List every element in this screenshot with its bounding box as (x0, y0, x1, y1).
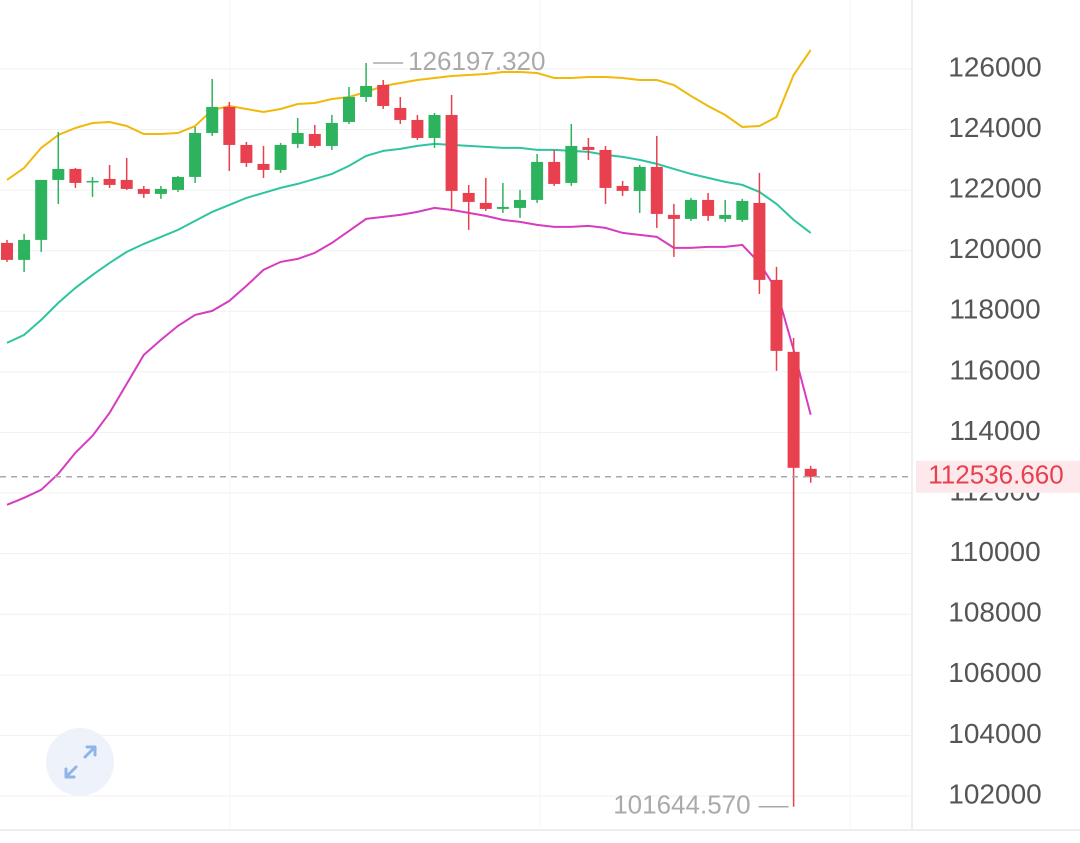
candle-body (223, 106, 236, 145)
candle-body (137, 188, 150, 194)
y-tick-label: 122000 (948, 173, 1041, 204)
candle-body (804, 468, 817, 477)
band-line (6, 206, 812, 506)
candle-body (719, 214, 732, 219)
candle-body (650, 166, 663, 214)
candle-body (616, 185, 629, 191)
candle-body (325, 122, 338, 146)
candle-body (308, 133, 321, 146)
y-tick-label: 110000 (949, 536, 1040, 567)
candle-body (565, 145, 578, 183)
candle-body (667, 214, 680, 219)
candle-body (753, 202, 766, 280)
candle-body (206, 106, 219, 133)
candle-body (702, 199, 715, 216)
candle-body (189, 132, 202, 177)
candle-body (172, 176, 184, 190)
candle-body (599, 149, 612, 188)
candle-body (360, 85, 373, 97)
candle-body (120, 179, 133, 189)
band-line (6, 49, 812, 181)
candle-body (582, 146, 595, 150)
y-tick-label: 102000 (948, 778, 1041, 809)
candle-body (548, 161, 561, 184)
candle-body (685, 199, 697, 219)
candle-body (1, 242, 13, 260)
y-tick-label: 118000 (949, 294, 1040, 325)
candle-body (18, 239, 31, 260)
candle-body (496, 206, 509, 209)
candle-body (343, 96, 355, 122)
candle-body (428, 114, 441, 138)
candle-body (462, 192, 475, 202)
candle-body (240, 144, 253, 163)
candle-body (531, 161, 544, 200)
candle-body (479, 202, 492, 209)
candle-body (411, 119, 424, 138)
last-price-box (916, 460, 1080, 493)
y-tick-label: 114000 (949, 415, 1040, 446)
candle-body (770, 279, 783, 351)
y-tick-label: 108000 (948, 597, 1041, 628)
last-price-label: 112536.660 (928, 460, 1063, 490)
candle-body (86, 180, 99, 183)
candle-body (736, 200, 749, 220)
candle-body (274, 144, 287, 170)
annotation-label: 126197.320 (408, 46, 545, 76)
y-tick-label: 104000 (948, 718, 1041, 749)
candle-body (291, 132, 304, 144)
y-tick-label: 116000 (949, 354, 1040, 385)
expand-button[interactable] (46, 728, 114, 796)
y-tick-label: 126000 (948, 51, 1041, 82)
annotation-label: 101644.570 (613, 790, 750, 820)
candle-body (787, 351, 800, 468)
candle-body (445, 114, 458, 191)
candle-body (514, 199, 526, 208)
band-line (6, 142, 812, 344)
candle-body (377, 84, 390, 106)
candle-body (52, 168, 65, 180)
candle-body (394, 107, 407, 120)
candle-body (35, 179, 48, 240)
y-tick-label: 124000 (948, 112, 1041, 143)
candle-body (633, 166, 646, 191)
candle-body (257, 163, 270, 170)
candle-body (103, 178, 116, 185)
candle-body (154, 188, 167, 194)
candle-body (69, 168, 82, 183)
y-tick-label: 120000 (948, 233, 1041, 264)
y-tick-label: 106000 (948, 657, 1041, 688)
